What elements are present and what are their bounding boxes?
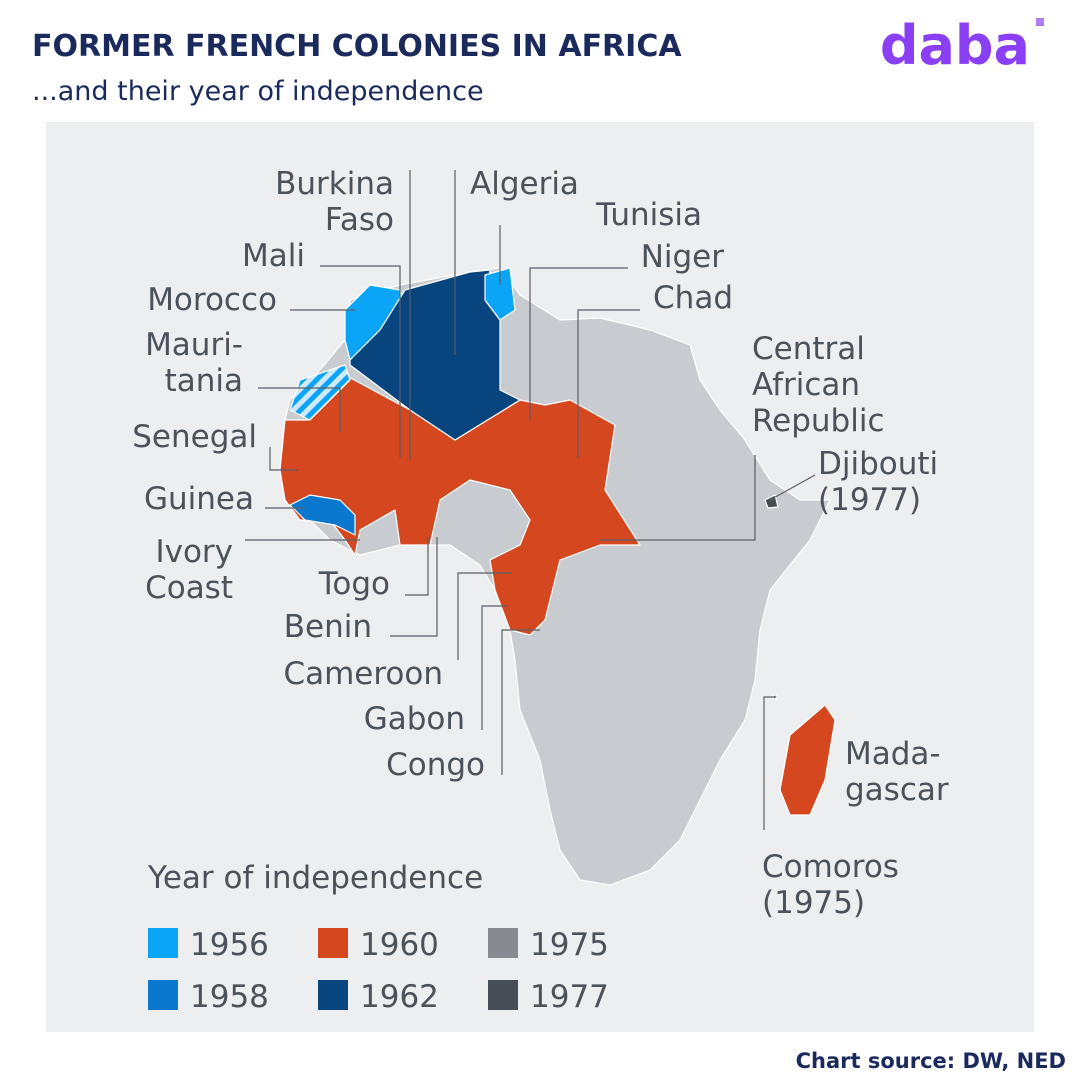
countries-1960: [279, 374, 641, 636]
country-label: Gabon: [364, 701, 465, 737]
legend-title: Year of independence: [147, 860, 483, 896]
subtitle: ...and their year of independence: [32, 76, 484, 107]
country-label: Benin: [284, 609, 372, 645]
legend: 1956 1958 1960 1962 1975 1977: [148, 927, 609, 1015]
label-line: Gabon: [364, 701, 465, 737]
label-line: African: [752, 367, 860, 403]
label-line: Mada-: [845, 736, 941, 772]
leader: [501, 629, 540, 775]
legend-label: 1962: [360, 979, 439, 1015]
country-label: Central African Republic: [752, 331, 885, 439]
country-labels: Burkina Faso Algeria Tunisia Mali Niger Morocc…: [132, 166, 949, 921]
label-line: Cameroon: [283, 656, 443, 692]
label-line: Morocco: [147, 282, 277, 318]
country-label: Guinea: [144, 481, 254, 517]
country-label: Morocco: [147, 282, 277, 318]
country-label: Algeria: [470, 166, 579, 202]
legend-label: 1975: [530, 927, 609, 963]
label-line: Algeria: [470, 166, 579, 202]
western-sahara: [289, 364, 351, 421]
leader-lines: [245, 170, 816, 830]
country-label: Congo: [386, 747, 485, 783]
label-line: Republic: [752, 403, 885, 439]
label-line: Ivory: [155, 534, 233, 570]
tunisia: [484, 267, 516, 321]
label-line: Djibouti: [818, 446, 938, 482]
leader: [600, 455, 756, 541]
label-line: Tunisia: [595, 197, 702, 233]
label-line: Chad: [653, 280, 733, 316]
country-label: Cameroon: [283, 656, 443, 692]
country-label: Comoros (1975): [762, 849, 899, 921]
label-line: Coast: [145, 570, 233, 606]
label-line: (1977): [818, 482, 921, 518]
legend-swatch: [318, 980, 348, 1010]
label-line: Comoros: [762, 849, 899, 885]
country-label: Djibouti (1977): [818, 446, 938, 518]
leader: [769, 474, 816, 501]
label-line: Congo: [386, 747, 485, 783]
leader: [269, 447, 298, 471]
leader: [577, 309, 640, 458]
guinea: [289, 494, 356, 536]
label-line: Faso: [325, 202, 394, 238]
country-label: Togo: [318, 566, 390, 602]
leader: [481, 605, 508, 730]
leader: [763, 696, 775, 830]
map: [279, 267, 836, 886]
country-label: Mali: [242, 238, 305, 274]
country-label: Senegal: [132, 419, 257, 455]
logo-dot: [1036, 18, 1044, 26]
source: Chart source: DW, NED: [796, 1049, 1066, 1073]
country-label: Burkina Faso: [275, 166, 394, 238]
legend-swatch: [148, 928, 178, 958]
label-line: Mali: [242, 238, 305, 274]
label-line: gascar: [845, 772, 949, 808]
label-line: Niger: [641, 239, 725, 275]
label-line: Mauri-: [145, 327, 243, 363]
madagascar: [779, 704, 836, 816]
country-label: Tunisia: [595, 197, 702, 233]
label-line: Guinea: [144, 481, 254, 517]
legend-label: 1958: [190, 979, 269, 1015]
legend-swatch: [318, 928, 348, 958]
leader: [258, 387, 341, 432]
country-label: Mauri-tania: [145, 327, 243, 399]
label-line: (1975): [762, 885, 865, 921]
logo: daba: [880, 14, 1030, 77]
leader: [457, 572, 512, 660]
label-line: Central: [752, 331, 865, 367]
label-line: Benin: [284, 609, 372, 645]
country-label: Mada-gascar: [845, 736, 949, 808]
leader: [529, 267, 628, 420]
leader: [405, 537, 429, 596]
leader: [390, 537, 438, 637]
legend-label: 1956: [190, 927, 269, 963]
legend-label: 1977: [530, 979, 609, 1015]
legend-label: 1960: [360, 927, 439, 963]
label-line: Togo: [318, 566, 390, 602]
legend-swatch: [488, 980, 518, 1010]
country-label: Chad: [653, 280, 733, 316]
country-label: Ivory Coast: [145, 534, 233, 606]
legend-swatch: [488, 928, 518, 958]
title: FORMER FRENCH COLONIES IN AFRICA: [32, 29, 682, 64]
leader: [320, 265, 401, 458]
label-line: Burkina: [275, 166, 394, 202]
legend-swatch: [148, 980, 178, 1010]
label-line: tania: [165, 363, 243, 399]
country-label: Niger: [641, 239, 725, 275]
label-line: Senegal: [132, 419, 257, 455]
djibouti: [764, 494, 779, 509]
